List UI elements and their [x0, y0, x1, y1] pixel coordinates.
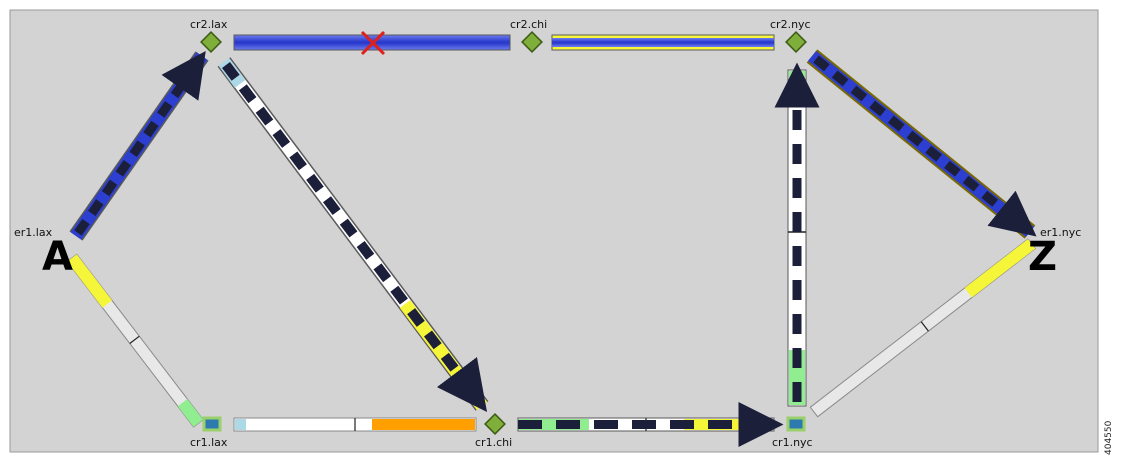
link-cr1nyc-er1nyc[interactable]	[809, 238, 1036, 418]
link-cr2lax-cr2chi[interactable]	[233, 30, 511, 56]
link-failure-marker-icon	[360, 30, 386, 56]
node-cr2-nyc[interactable]: cr2.nyc	[770, 18, 811, 53]
link-cr1chi-cr1nyc[interactable]	[517, 402, 784, 447]
node-label: cr2.chi	[510, 18, 547, 31]
utilization-segment	[964, 239, 1036, 298]
figure-id: 404550	[1104, 420, 1114, 455]
node-label: er1.nyc	[1040, 226, 1081, 239]
utilization-segment	[235, 419, 246, 430]
utilization-segment	[177, 398, 204, 427]
node-er1-lax[interactable]: er1.lax	[14, 226, 53, 239]
link-cr1lax-cr1chi[interactable]	[233, 417, 477, 432]
utilization-segment	[67, 254, 112, 308]
node-label: er1.lax	[14, 226, 53, 239]
node-cr1-chi[interactable]: cr1.chi	[475, 413, 512, 449]
node-cr2-lax[interactable]: cr2.lax	[190, 18, 228, 53]
node-cr1-lax[interactable]: cr1.lax	[190, 416, 228, 449]
link-cr1nyc-cr2nyc[interactable]	[774, 62, 820, 407]
node-label: cr1.nyc	[772, 436, 813, 449]
destination-endpoint-label: Z	[1028, 234, 1057, 280]
utilization-segment	[519, 419, 589, 430]
utilization-segment	[372, 419, 475, 430]
link-er1lax-cr2lax[interactable]	[69, 50, 209, 241]
link-er1lax-cr1lax[interactable]	[66, 253, 204, 428]
node-er1-nyc[interactable]: er1.nyc	[1040, 226, 1081, 239]
node-cr1-nyc[interactable]: cr1.nyc	[772, 416, 813, 449]
node-label: cr1.chi	[475, 436, 512, 449]
node-cr2-chi[interactable]: cr2.chi	[510, 18, 547, 53]
link-cr2lax-cr1chi[interactable]	[217, 57, 489, 412]
node-label: cr2.nyc	[770, 18, 811, 31]
node-label: cr2.lax	[190, 18, 228, 31]
source-endpoint-label: A	[42, 234, 73, 280]
link-cr2chi-cr2nyc[interactable]	[551, 34, 775, 51]
link-cr2nyc-er1nyc[interactable]	[806, 49, 1037, 239]
node-label: cr1.lax	[190, 436, 228, 449]
